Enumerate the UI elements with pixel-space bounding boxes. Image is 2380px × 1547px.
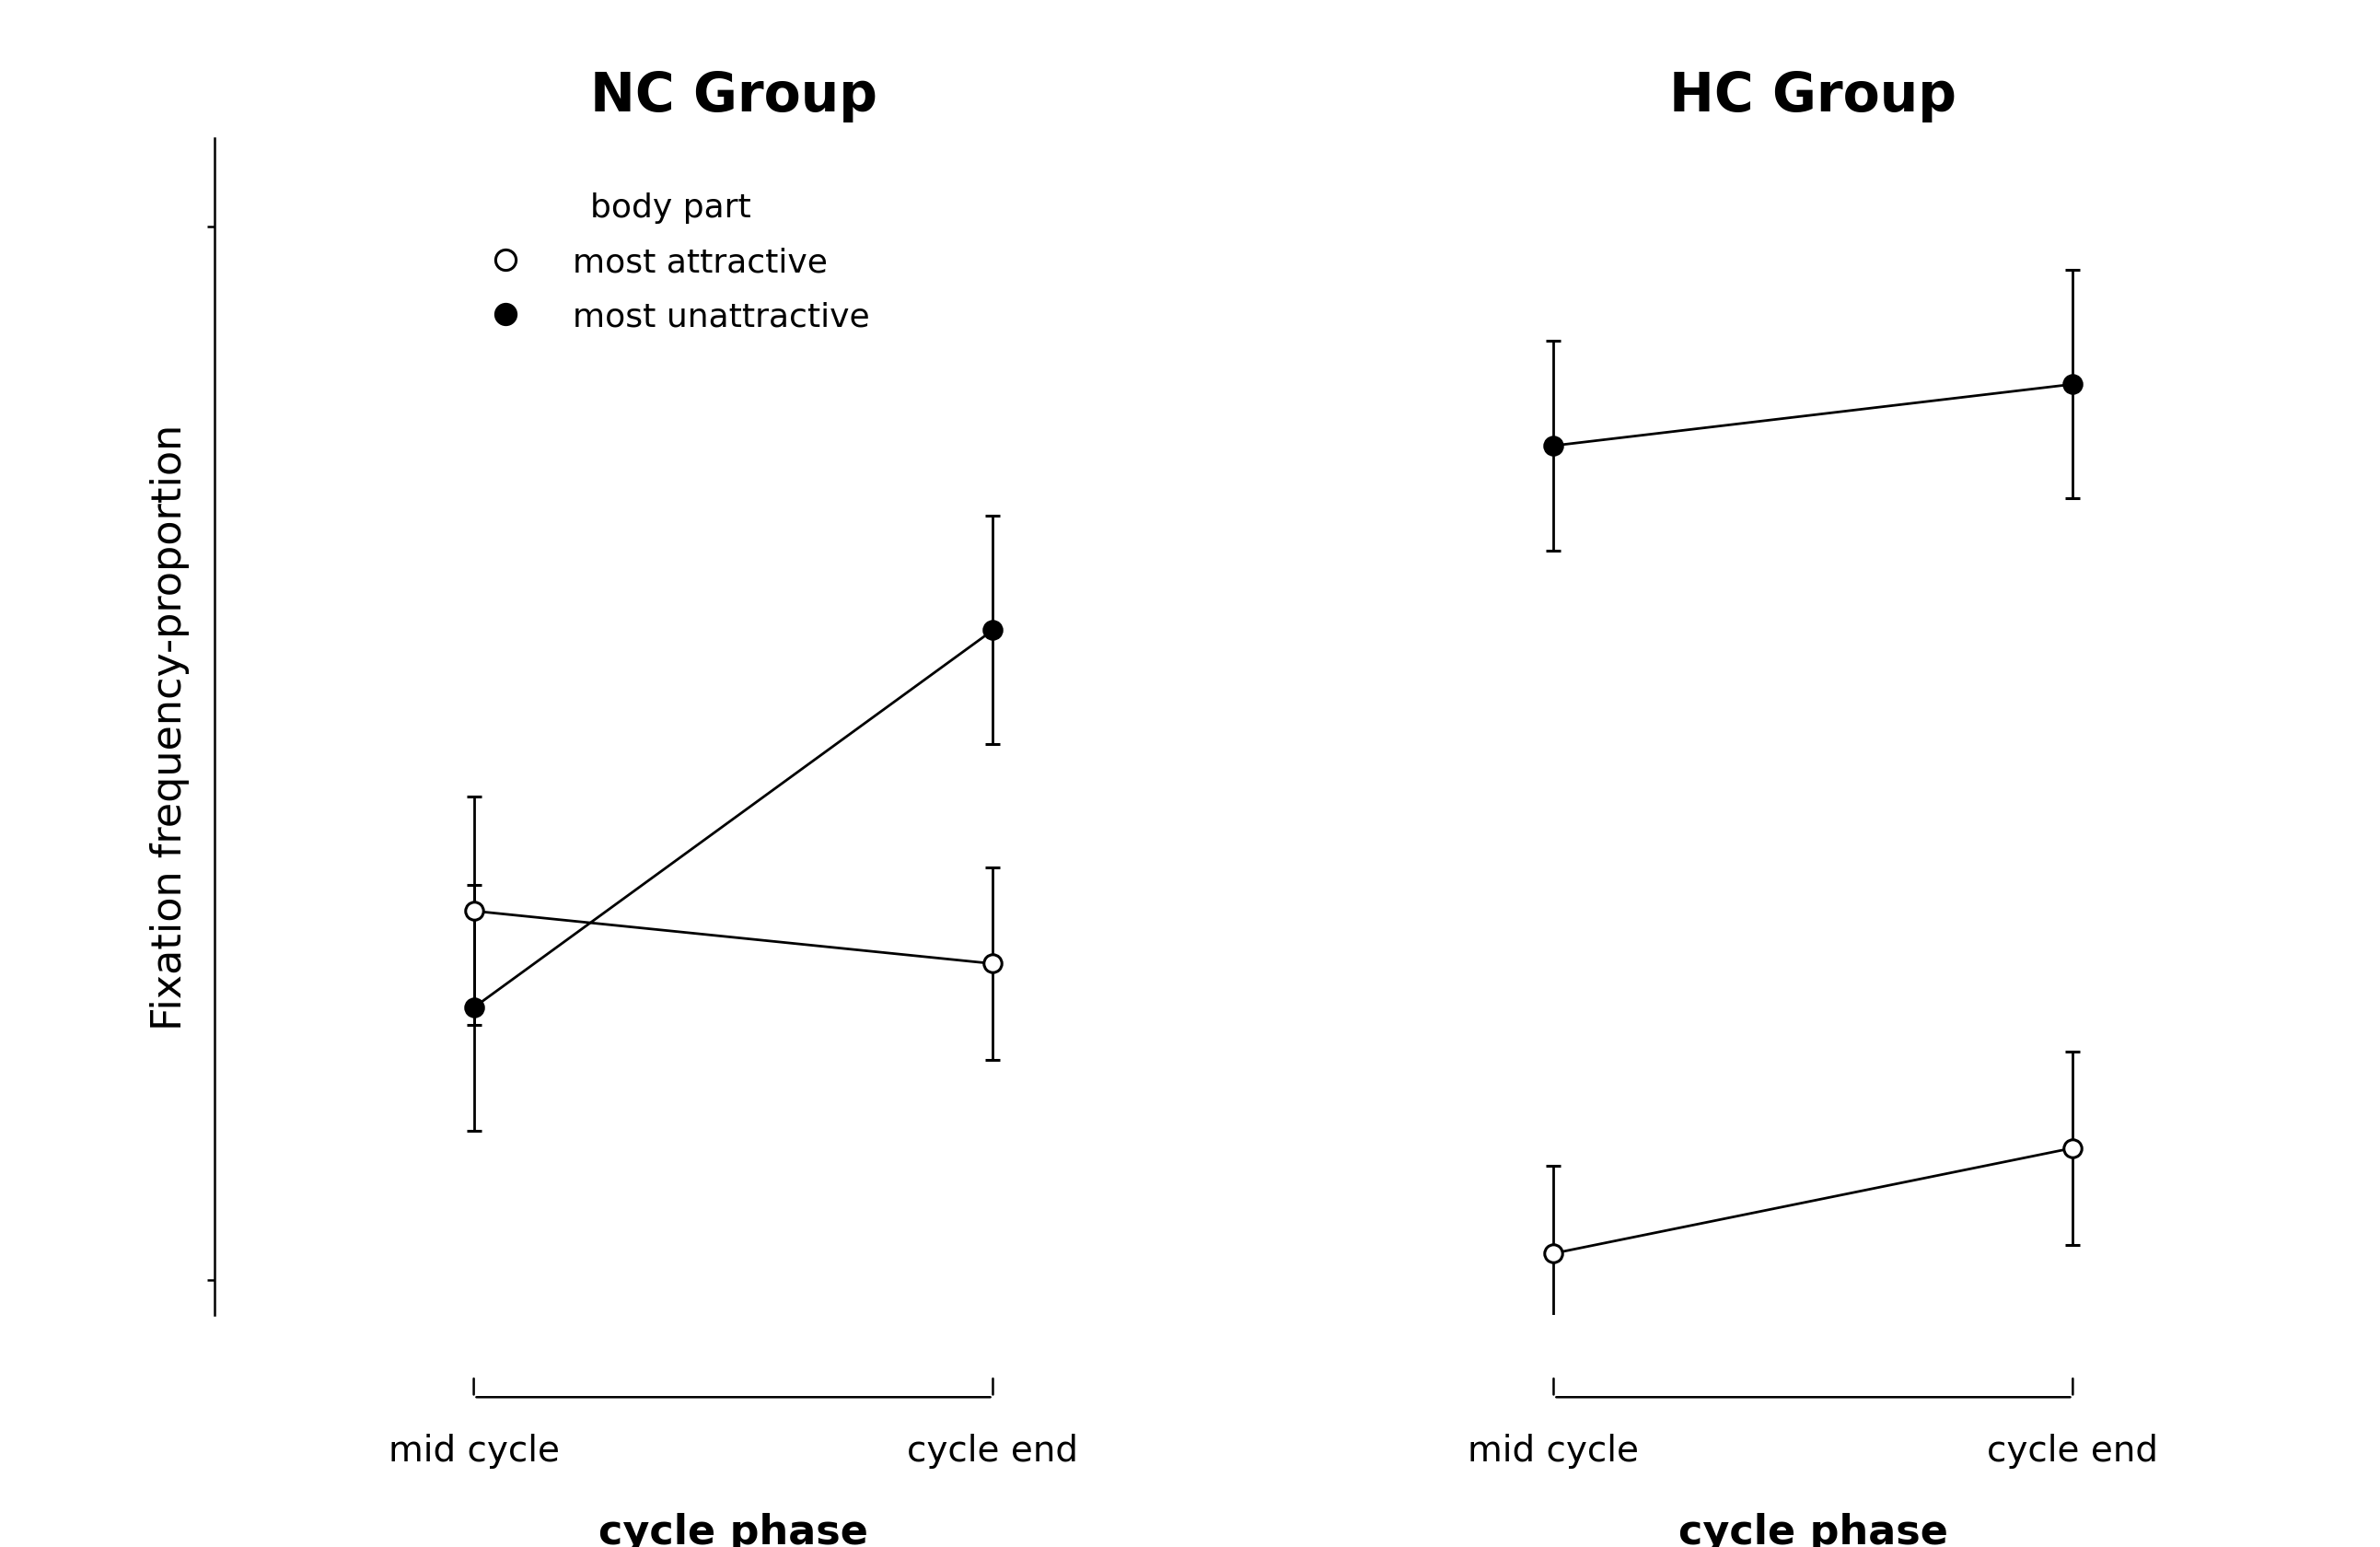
Text: cycle phase: cycle phase — [597, 1513, 869, 1547]
Legend: most attractive, most unattractive: most attractive, most unattractive — [459, 179, 883, 347]
Text: cycle end: cycle end — [907, 1433, 1078, 1468]
Text: cycle phase: cycle phase — [1678, 1513, 1949, 1547]
Text: mid cycle: mid cycle — [388, 1433, 559, 1468]
Text: cycle end: cycle end — [1987, 1433, 2159, 1468]
Text: mid cycle: mid cycle — [1468, 1433, 1640, 1468]
Title: NC Group: NC Group — [590, 70, 876, 122]
Y-axis label: Fixation frequency-proportion: Fixation frequency-proportion — [150, 424, 190, 1030]
Title: HC Group: HC Group — [1671, 70, 1956, 122]
